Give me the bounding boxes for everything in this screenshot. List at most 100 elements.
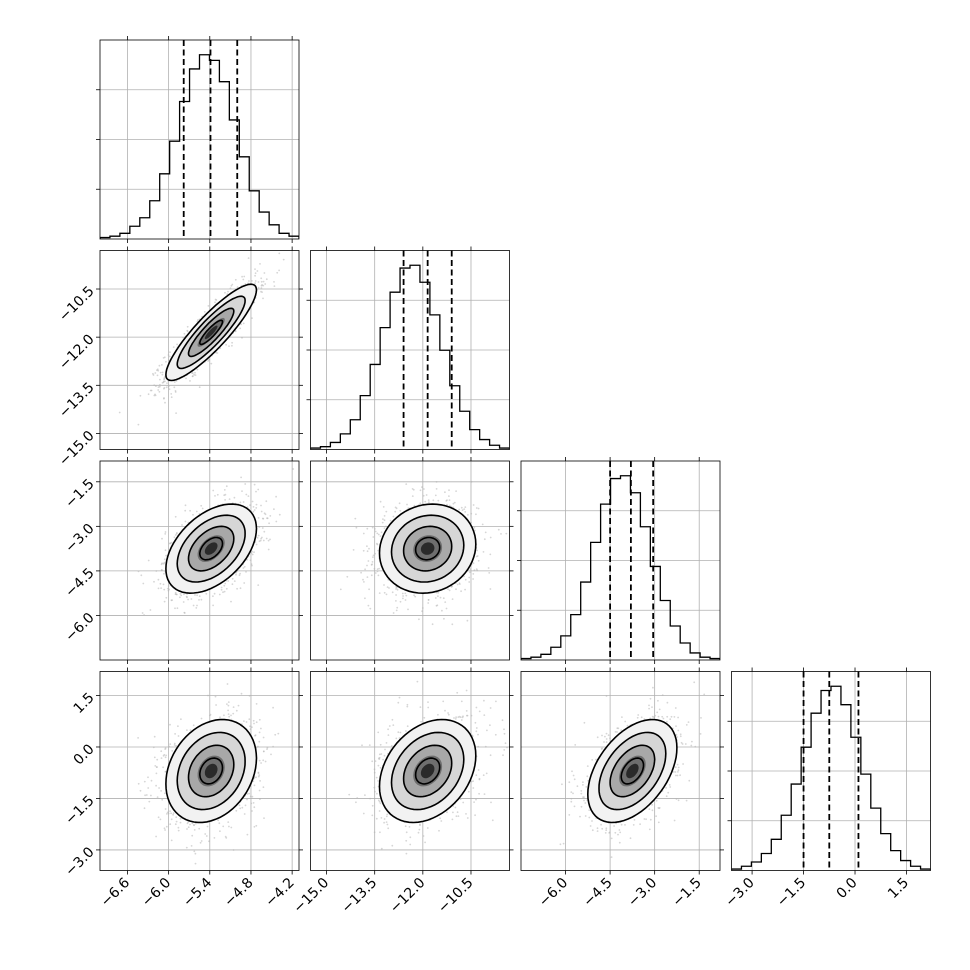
density-panel-1-0	[100, 250, 299, 450]
density-fill	[626, 763, 639, 779]
scatter-point	[207, 694, 209, 697]
scatter-point	[165, 754, 168, 757]
scatter-point	[258, 731, 261, 734]
scatter-point	[267, 539, 270, 542]
scatter-point	[227, 290, 229, 293]
scatter-point	[656, 711, 659, 714]
scatter-point	[699, 733, 702, 735]
scatter-point	[191, 375, 194, 377]
scatter-point	[251, 500, 254, 503]
scatter-point	[159, 818, 162, 821]
scatter-point	[477, 559, 480, 562]
scatter-point	[158, 385, 161, 388]
scatter-point	[483, 793, 486, 795]
scatter-point	[473, 801, 475, 803]
scatter-point	[174, 733, 177, 735]
scatter-point	[118, 411, 121, 414]
scatter-point	[163, 356, 166, 359]
scatter-point	[152, 746, 155, 749]
scatter-point	[396, 588, 399, 591]
scatter-point	[601, 734, 603, 737]
scatter-point	[649, 697, 652, 700]
scatter-point	[267, 548, 270, 551]
scatter-point	[200, 598, 203, 601]
scatter-point	[677, 771, 679, 773]
scatter-point	[629, 837, 632, 840]
scatter-point	[677, 799, 680, 802]
scatter-point	[373, 831, 376, 834]
scatter-point	[380, 531, 383, 534]
scatter-point	[421, 607, 424, 609]
scatter-point	[236, 587, 239, 590]
scatter-point	[260, 280, 263, 283]
scatter-point	[249, 728, 252, 731]
x-tick-label: −3.0	[722, 875, 757, 910]
scatter-point	[163, 387, 165, 390]
scatter-point	[676, 736, 679, 738]
scatter-point	[242, 501, 245, 503]
scatter-point	[164, 808, 167, 810]
scatter-point	[163, 397, 165, 400]
scatter-point	[272, 745, 274, 748]
scatter-point	[231, 283, 234, 286]
scatter-point	[655, 815, 657, 818]
scatter-point	[254, 268, 256, 270]
scatter-point	[677, 729, 680, 732]
scatter-point	[207, 358, 210, 361]
contour-line	[609, 744, 656, 798]
scatter-point	[395, 594, 397, 596]
scatter-point	[222, 591, 224, 594]
scatter-point	[457, 716, 460, 718]
scatter-point	[167, 812, 170, 815]
scatter-point	[172, 812, 175, 815]
scatter-point	[216, 352, 219, 354]
panel-frame	[731, 671, 931, 871]
scatter-point	[385, 510, 388, 513]
scatter-point	[643, 818, 646, 820]
scatter-point	[241, 275, 244, 278]
scatter-point	[445, 500, 448, 502]
scatter-point	[214, 301, 216, 304]
scatter-point	[154, 765, 157, 767]
scatter-point	[379, 535, 382, 537]
scatter-point	[405, 839, 408, 842]
scatter-point	[172, 813, 175, 816]
scatter-point	[165, 386, 168, 389]
scatter-point	[169, 351, 171, 354]
scatter-point	[239, 327, 242, 330]
scatter-point	[419, 502, 422, 505]
scatter-point	[255, 824, 258, 827]
scatter-point	[263, 817, 265, 819]
scatter-point	[231, 577, 234, 580]
scatter-point	[177, 725, 179, 728]
scatter-point	[376, 570, 379, 573]
scatter-point	[472, 780, 474, 782]
scatter-point	[164, 531, 167, 533]
scatter-point	[257, 281, 260, 283]
scatter-point	[186, 729, 188, 731]
scatter-point	[265, 500, 268, 503]
scatter-point	[257, 517, 260, 519]
contour-line	[378, 503, 477, 595]
scatter-point	[194, 852, 197, 855]
scatter-point	[256, 536, 259, 539]
scatter-point	[372, 554, 375, 557]
scatter-point	[395, 586, 397, 588]
x-tick-label: −4.8	[221, 875, 256, 910]
scatter-point	[261, 291, 263, 293]
scatter-point	[378, 758, 381, 760]
scatter-point	[261, 517, 264, 520]
scatter-point	[173, 381, 176, 383]
scatter-point	[669, 718, 672, 721]
scatter-point	[474, 529, 476, 532]
scatter-point	[174, 823, 177, 826]
scatter-point	[223, 590, 226, 593]
scatter-point	[196, 604, 198, 607]
scatter-point	[162, 766, 165, 769]
scatter-point	[382, 506, 385, 508]
contour-line	[198, 319, 224, 346]
scatter-point	[573, 778, 576, 781]
scatter-point	[414, 595, 417, 598]
scatter-point	[369, 607, 372, 610]
scatter-point	[190, 598, 193, 600]
